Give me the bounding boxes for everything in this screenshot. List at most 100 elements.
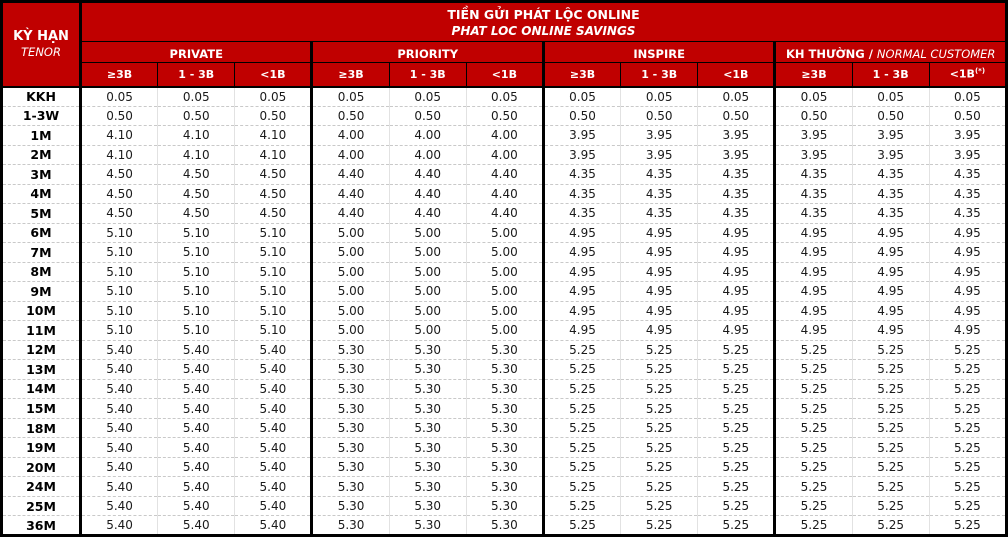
rate-cell: 4.50 [234,183,312,204]
table-row: 10M 5.10 5.10 5.10 5.00 5.00 5.00 4.95 4.95 4.95 4… [1,300,1007,321]
rate-cell: 5.25 [773,437,853,458]
rate-cell: 5.10 [78,281,158,302]
rate-cell: 4.40 [388,183,467,204]
rate-cell: 0.05 [697,85,775,107]
rate-cell: 5.25 [697,339,775,360]
rate-cell: 5.10 [78,261,158,282]
rate-cell: 4.95 [851,242,930,263]
rate-cell: 0.50 [157,105,235,126]
rate-cell: 5.30 [465,476,544,497]
table-row: 14M 5.40 5.40 5.40 5.30 5.30 5.30 5.25 5.25 5.25 5… [1,378,1007,399]
rate-cell: 4.35 [697,203,775,224]
rate-cell: 4.50 [157,183,235,204]
rate-cell: 5.25 [697,417,775,438]
rate-cell: 0.05 [388,85,467,107]
sub-header-inspire-gte3b: ≥3B [541,62,622,88]
rate-cell: 5.40 [78,378,158,399]
sub-header-row: ≥3B 1 - 3B <1B ≥3B 1 - 3B <1B ≥3B 1 - 3B… [2,62,1008,88]
tenor-cell: 20M [1,456,82,477]
rate-cell: 5.30 [388,378,467,399]
rate-cell: 5.25 [773,378,853,399]
rate-cell: 5.30 [310,456,390,477]
rate-cell: 4.95 [620,261,698,282]
rate-cell: 5.00 [465,281,544,302]
tenor-cell: 25M [1,495,82,516]
rate-cell: 4.10 [234,144,312,165]
table-header: KỲ HẠN TENOR TIỀN GỬI PHÁT LỘC ONLINE PH… [1,1,1008,88]
rate-cell: 4.95 [620,222,698,243]
sub-header-normal-gte3b: ≥3B [773,62,853,88]
tenor-cell: 6M [1,222,82,243]
rate-cell: 5.25 [851,495,930,516]
rate-cell: 4.50 [234,164,312,185]
rate-cell: 5.00 [465,222,544,243]
rate-cell: 5.40 [78,359,158,380]
rate-cell: 5.40 [78,437,158,458]
table-row: 7M 5.10 5.10 5.10 5.00 5.00 5.00 4.95 4.95 4.95 4.… [1,242,1007,263]
rate-cell: 5.00 [388,222,467,243]
sub-header-private-lt1b: <1B [234,62,313,88]
tenor-cell: 4M [1,183,82,204]
rate-cell: 5.25 [697,456,775,477]
rate-cell: 5.25 [928,378,1007,399]
rate-cell: 4.95 [541,320,621,341]
rate-cell: 5.10 [157,222,235,243]
rate-cell: 5.25 [620,456,698,477]
rate-cell: 4.35 [773,203,853,224]
rate-cell: 4.95 [851,261,930,282]
rate-cell: 5.00 [388,242,467,263]
rate-cell: 5.30 [310,417,390,438]
tenor-cell: KKH [1,85,82,107]
rate-cell: 5.30 [465,437,544,458]
table-row: 19M 5.40 5.40 5.40 5.30 5.30 5.30 5.25 5.25 5.25 5… [1,437,1007,458]
rate-cell: 5.10 [78,242,158,263]
rate-cell: 4.40 [310,183,390,204]
rate-cell: 5.25 [928,359,1007,380]
table-title: TIỀN GỬI PHÁT LỘC ONLINE PHAT LOC ONLINE… [80,1,1007,42]
rate-cell: 5.40 [234,417,312,438]
rate-cell: 0.50 [620,105,698,126]
rate-cell: 0.05 [851,85,930,107]
rate-cell: 0.50 [388,105,467,126]
rate-cell: 4.10 [234,125,312,146]
rate-cell: 5.25 [541,437,621,458]
rate-cell: 4.95 [541,242,621,263]
rate-cell: 5.25 [541,339,621,360]
rate-cell: 5.25 [620,339,698,360]
rate-cell: 5.25 [541,476,621,497]
rate-cell: 5.25 [851,339,930,360]
table-row: 2M 4.10 4.10 4.10 4.00 4.00 4.00 3.95 3.95 3.95 3.… [1,144,1007,165]
rate-cell: 4.95 [620,300,698,321]
rate-cell: 5.10 [234,242,312,263]
rate-cell: 5.25 [851,378,930,399]
tenor-cell: 1M [1,125,82,146]
rate-cell: 4.95 [697,320,775,341]
rate-cell: 0.05 [541,85,621,107]
rate-cell: 5.25 [928,417,1007,438]
rate-cell: 5.00 [465,320,544,341]
rate-cell: 4.95 [773,261,853,282]
rate-cell: 5.25 [697,476,775,497]
rate-cell: 0.50 [773,105,853,126]
rate-cell: 0.50 [851,105,930,126]
rate-cell: 4.35 [851,183,930,204]
tenor-cell: 15M [1,398,82,419]
rate-cell: 5.25 [851,398,930,419]
rate-cell: 5.40 [234,378,312,399]
rate-cell: 4.40 [388,203,467,224]
rate-cell: 5.30 [310,378,390,399]
rate-cell: 4.50 [157,203,235,224]
rate-cell: 5.00 [465,242,544,263]
rate-cell: 5.40 [157,515,235,536]
rate-cell: 5.40 [157,378,235,399]
rate-cell: 5.10 [157,261,235,282]
rate-cell: 5.25 [928,515,1007,536]
rate-cell: 5.30 [388,437,467,458]
rate-cell: 4.95 [851,300,930,321]
tenor-cell: 8M [1,261,82,282]
rate-cell: 4.10 [78,125,158,146]
rate-cell: 5.10 [157,281,235,302]
rate-cell: 5.00 [465,300,544,321]
tenor-cell: 36M [1,515,82,536]
tenor-cell: 14M [1,378,82,399]
